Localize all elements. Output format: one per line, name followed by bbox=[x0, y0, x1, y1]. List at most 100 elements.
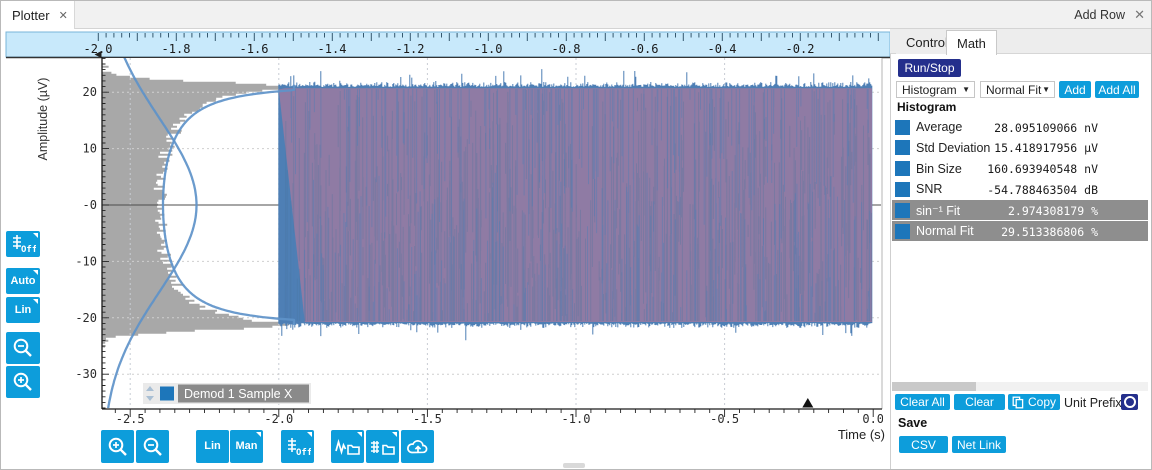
wave-export-icon bbox=[335, 438, 360, 455]
svg-text:Off: Off bbox=[21, 245, 36, 255]
tab-plotter-label: Plotter bbox=[12, 7, 50, 23]
svg-text:Off: Off bbox=[296, 448, 311, 458]
flyout-corner-icon bbox=[33, 233, 38, 238]
stat-row-sin-fit[interactable]: sin⁻¹ Fit 2.974308179 % bbox=[892, 200, 1148, 221]
x-scale-man-button[interactable]: Man bbox=[230, 430, 263, 463]
series-color-swatch bbox=[895, 223, 910, 239]
stat-value: 28.095109066 nV bbox=[994, 120, 1098, 135]
table-export-icon bbox=[371, 440, 395, 455]
signal-streaks bbox=[284, 89, 871, 321]
series-color-swatch bbox=[895, 202, 910, 218]
y-zoom-in-button[interactable] bbox=[6, 366, 40, 398]
stats-scrollbar-thumb[interactable] bbox=[892, 382, 976, 391]
stat-label: SNR bbox=[916, 182, 943, 197]
stat-row-bin-size[interactable]: Bin Size 160.693940548 nV bbox=[892, 158, 1148, 179]
save-csv-button[interactable]: CSV bbox=[899, 436, 948, 453]
stat-label: Normal Fit bbox=[916, 224, 974, 238]
y-scale-auto-button[interactable]: Auto bbox=[6, 268, 40, 294]
stat-row-std-deviation[interactable]: Std Deviation 15.418917956 µV bbox=[892, 137, 1148, 158]
clear-all-button[interactable]: Clear All bbox=[895, 394, 950, 410]
y-scale-lin-button[interactable]: Lin bbox=[6, 297, 40, 323]
series-color-swatch bbox=[895, 119, 910, 135]
series-color-swatch bbox=[895, 181, 910, 197]
unit-prefix-toggle[interactable] bbox=[1121, 394, 1138, 410]
add-row-button[interactable]: Add Row bbox=[1074, 8, 1125, 22]
x-tick-label: -2.0 bbox=[264, 412, 293, 426]
copy-icon bbox=[1012, 396, 1024, 408]
y-scale-lin-button-label: Lin bbox=[14, 303, 32, 316]
tab-plotter[interactable]: Plotter ✕ bbox=[1, 1, 75, 29]
x-axis-title: Time (s) bbox=[838, 427, 885, 442]
corner-drag-handle[interactable] bbox=[94, 51, 102, 58]
zoom-in-icon bbox=[108, 437, 127, 456]
y-tick-label: 10 bbox=[83, 142, 97, 156]
panel-collapse-handle[interactable] bbox=[563, 463, 585, 468]
y-tick-label: -20 bbox=[75, 311, 97, 325]
grid-icon: Off bbox=[287, 437, 311, 458]
flyout-corner-icon bbox=[307, 432, 312, 437]
copy-button-label: Copy bbox=[1027, 395, 1056, 409]
x-tick-label: -1.5 bbox=[413, 412, 442, 426]
ruler-tick-label: -0.2 bbox=[786, 42, 815, 56]
series-color-swatch[interactable] bbox=[160, 386, 174, 401]
radio-icon bbox=[1123, 396, 1136, 408]
save-section-header: Save bbox=[898, 416, 928, 430]
save-netlink-button[interactable]: Net Link bbox=[952, 436, 1006, 453]
stat-value: 29.513386806 % bbox=[1001, 224, 1098, 239]
legend[interactable]: Demod 1 Sample X bbox=[143, 383, 311, 404]
source-dropdown[interactable]: Histogram ▼ bbox=[896, 81, 975, 98]
overview-ruler[interactable]: -2.0 -1.8 -1.6 -1.4 -1.2 -1.0 -0.8 -0.6 -0.4 -0.2 bbox=[5, 31, 891, 59]
fit-dropdown[interactable]: Normal Fit ▼ bbox=[980, 81, 1055, 98]
chevron-down-icon: ▼ bbox=[962, 85, 970, 94]
stat-row-average[interactable]: Average 28.095109066 nV bbox=[892, 117, 1148, 137]
stat-value: -54.788463504 dB bbox=[987, 182, 1098, 197]
cloud-upload-button[interactable] bbox=[401, 430, 434, 463]
x-scale-lin-button[interactable]: Lin bbox=[196, 430, 229, 463]
legend-up-icon[interactable] bbox=[146, 386, 154, 391]
stats-scrollbar-track[interactable] bbox=[892, 382, 1148, 391]
ruler-tick-label: -0.4 bbox=[708, 42, 737, 56]
tab-close-icon[interactable]: ✕ bbox=[58, 9, 68, 22]
ruler-ticks bbox=[97, 33, 879, 41]
x-tick-label: 0.0 bbox=[862, 412, 884, 426]
stat-value: 160.693940548 nV bbox=[987, 162, 1098, 177]
export-table-button[interactable] bbox=[366, 430, 399, 463]
zoom-out-icon bbox=[143, 437, 162, 456]
grid-icon: Off bbox=[13, 235, 36, 255]
ruler-tick-label: -1.6 bbox=[240, 42, 269, 56]
y-tick-label: 20 bbox=[83, 85, 97, 99]
add-all-button[interactable]: Add All bbox=[1095, 81, 1139, 98]
ruler-tick-label: -0.8 bbox=[552, 42, 581, 56]
y-zoom-out-button[interactable] bbox=[6, 332, 40, 364]
x-grid-off-button[interactable]: Off bbox=[281, 430, 314, 463]
stat-row-normal-fit[interactable]: Normal Fit 29.513386806 % bbox=[892, 221, 1148, 241]
run-stop-button[interactable]: Run/Stop bbox=[898, 59, 961, 77]
stat-value: 15.418917956 µV bbox=[994, 141, 1098, 156]
normal-fit-curve bbox=[106, 58, 198, 408]
unit-prefix-label: Unit Prefix bbox=[1064, 396, 1122, 410]
histogram-section-header: Histogram bbox=[897, 100, 957, 114]
stat-value: 2.974308179 % bbox=[1007, 203, 1098, 218]
signal-body bbox=[278, 88, 872, 322]
x-tick-label: -2.5 bbox=[116, 412, 145, 426]
add-row-close-icon[interactable]: ✕ bbox=[1134, 7, 1145, 22]
axis-marker[interactable] bbox=[802, 398, 814, 408]
y-grid-off-button[interactable]: Off bbox=[6, 231, 40, 257]
plot-area[interactable]: -2.0 -1.8 -1.6 -1.4 -1.2 -1.0 -0.8 -0.6 -0.4 -0.2… bbox=[1, 29, 891, 470]
clear-button[interactable]: Clear bbox=[954, 394, 1005, 410]
stat-label: Bin Size bbox=[916, 161, 962, 176]
copy-button[interactable]: Copy bbox=[1008, 394, 1060, 410]
legend-down-icon[interactable] bbox=[146, 396, 154, 401]
export-wave-button[interactable] bbox=[331, 430, 364, 463]
x-zoom-out-button[interactable] bbox=[136, 430, 169, 463]
x-zoom-in-button[interactable] bbox=[101, 430, 134, 463]
arcsine-fit-curve bbox=[161, 84, 296, 326]
x-tick-label: -0.5 bbox=[710, 412, 739, 426]
stat-row-snr[interactable]: SNR -54.788463504 dB bbox=[892, 179, 1148, 200]
y-tick-label: -0 bbox=[83, 198, 97, 212]
add-button[interactable]: Add bbox=[1059, 81, 1091, 98]
x-scale-man-button-label: Man bbox=[235, 440, 258, 452]
source-dropdown-value: Histogram bbox=[902, 82, 957, 97]
flyout-corner-icon bbox=[33, 299, 38, 304]
tab-math[interactable]: Math bbox=[946, 30, 997, 55]
